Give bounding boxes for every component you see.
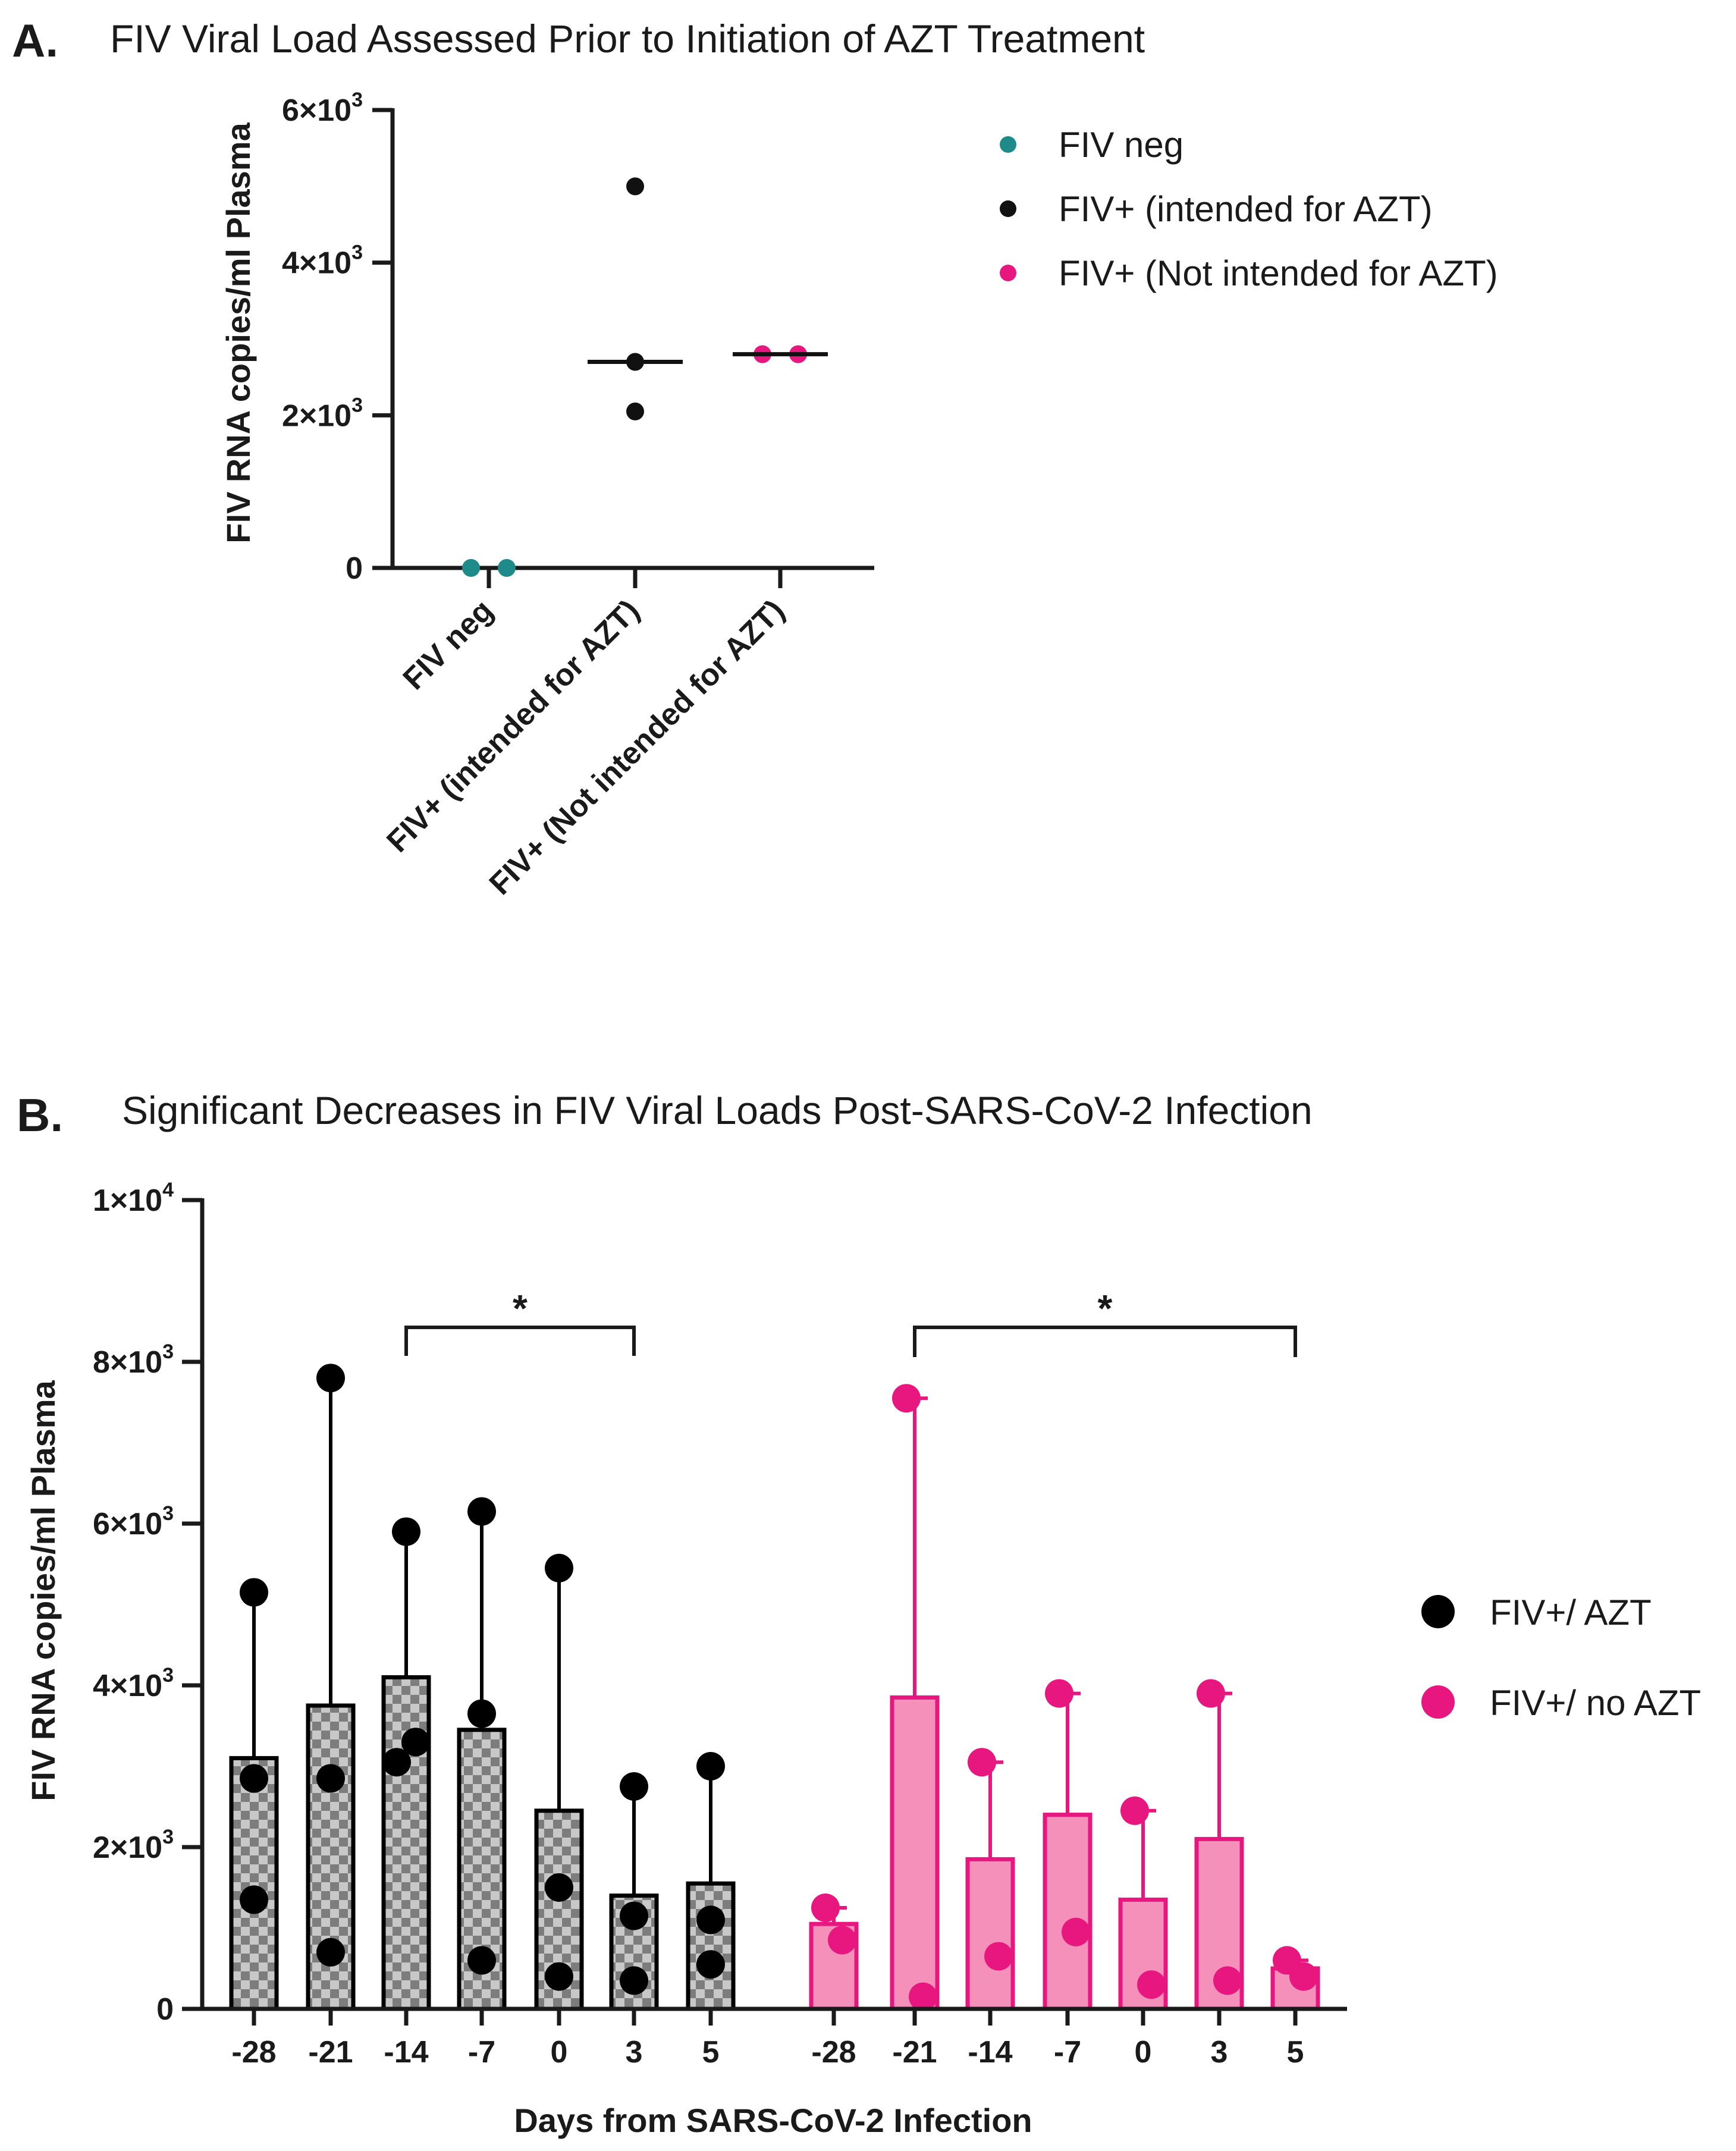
- panel-b-data-point: [909, 1982, 937, 2011]
- panel-a-data-point: [498, 559, 516, 577]
- panel-b-data-point: [240, 1764, 268, 1793]
- panel-a-y-axis-title: FIV RNA copies/ml Plasma: [219, 122, 257, 543]
- panel-b-significance-bracket: [404, 1326, 636, 1356]
- panel-a-legend-label: FIV+ (intended for AZT): [1059, 189, 1433, 229]
- panel-b-data-point: [545, 1873, 573, 1902]
- panel-b-x-tick-label: 0: [551, 2035, 568, 2070]
- panel-b-x-tick-label: -21: [892, 2035, 937, 2070]
- panel-b-significance-mark: *: [1098, 1287, 1113, 1330]
- panel-b-data-point: [1197, 1679, 1225, 1708]
- panel-b-data-point: [968, 1748, 996, 1777]
- panel-b-bar: [965, 1857, 1015, 2011]
- panel-b-y-tick-label: 4×103: [93, 1664, 174, 1703]
- panel-b-bar: [1043, 1813, 1093, 2011]
- panel-b-title: Significant Decreases in FIV Viral Loads…: [122, 1088, 1313, 1132]
- panel-a-x-tick-label: FIV+ (Not intended for AZT): [483, 593, 792, 902]
- panel-a-x-tick-label: FIV neg: [397, 593, 500, 696]
- panel-b-x-tick-label: -7: [468, 2035, 495, 2070]
- panel-b-data-point: [401, 1728, 430, 1757]
- panel-b-x-tick-label: 3: [626, 2035, 643, 2070]
- panel-a-data-point: [626, 402, 644, 420]
- panel-b-x-tick-label: 0: [1135, 2035, 1152, 2070]
- panel-a-y-tick-label: 2×103: [282, 394, 363, 433]
- panel-a-legend-label: FIV+ (Not intended for AZT): [1059, 253, 1498, 293]
- panel-a-data-point: [626, 177, 644, 196]
- panel-b-data-point: [892, 1384, 921, 1413]
- panel-b-data-point: [696, 1752, 725, 1781]
- panel-b-bar: [229, 1756, 279, 2011]
- panel-b-bar: [890, 1695, 940, 2011]
- panel-b-data-point: [620, 1901, 648, 1930]
- panel-b-data-point: [467, 1946, 496, 1975]
- panel-b-data-point: [1213, 1966, 1242, 1995]
- panel-b-data-point: [1045, 1679, 1073, 1708]
- panel-b-data-point: [1120, 1796, 1149, 1825]
- panel-b-label: B.: [17, 1089, 63, 1141]
- panel-b-data-point: [811, 1893, 840, 1922]
- panel-a-legend-marker: [1000, 200, 1016, 217]
- panel-a-legend: FIV neg FIV+ (intended for AZT) FIV+ (Not …: [1000, 125, 1498, 293]
- panel-b-data-point: [984, 1942, 1013, 1971]
- panel-b-data-point: [545, 1553, 573, 1582]
- panel-b-legend-label: FIV+/ no AZT: [1490, 1683, 1701, 1723]
- panel-b-x-axis-title: Days from SARS-CoV-2 Infection: [514, 2102, 1032, 2139]
- panel-b-x-tick-label: -21: [308, 2035, 353, 2070]
- panel-b-data-point: [392, 1517, 420, 1546]
- panel-a-legend-label: FIV neg: [1059, 125, 1184, 165]
- panel-a-label: A.: [12, 14, 58, 67]
- panel-a-legend-marker: [1000, 136, 1016, 153]
- panel-b-y-tick-label: 0: [156, 1992, 174, 2027]
- panel-b-data-point: [620, 1772, 648, 1801]
- panel-b-x-tick-label: 3: [1211, 2035, 1228, 2070]
- panel-a-y-tick-label: 0: [346, 551, 363, 586]
- panel-a-x-tick-label: FIV+ (intended for AZT): [380, 593, 646, 859]
- panel-b-y-tick-label: 2×103: [93, 1826, 174, 1865]
- panel-b-y-axis-title: FIV RNA copies/ml Plasma: [24, 1380, 62, 1801]
- panel-b-data-point: [467, 1699, 496, 1728]
- panel-b-significance-bracket: [913, 1326, 1297, 1357]
- panel-b-data-point: [828, 1926, 856, 1955]
- panel-b-data-point: [316, 1764, 345, 1793]
- panel-b-y-tick-label: 8×103: [93, 1340, 174, 1380]
- panel-b-data-point: [382, 1748, 411, 1777]
- panel-b-data-point: [696, 1905, 725, 1935]
- panel-b-legend-label: FIV+/ AZT: [1490, 1593, 1652, 1632]
- panel-b-x-tick-label: 5: [1287, 2035, 1304, 2070]
- panel-b-data-point: [696, 1950, 725, 1979]
- panel-b-data-point: [620, 1966, 648, 1995]
- panel-b-data-point: [467, 1497, 496, 1526]
- panel-b-legend: FIV+/ AZT FIV+/ no AZT: [1421, 1593, 1701, 1723]
- panel-b-plot: 0 2×103 4×103 6×103 8×103 1×104 -28 -21 -14 -7 0 3 5…: [93, 1179, 1347, 2070]
- panel-a-y-tick-label: 4×103: [282, 241, 363, 281]
- panel-b-y-tick-label: 6×103: [93, 1502, 174, 1541]
- panel-b-x-tick-label: -7: [1054, 2035, 1081, 2070]
- panel-b-data-point: [545, 1962, 573, 1991]
- panel-b-data-point: [316, 1364, 345, 1393]
- panel-b-x-tick-label: -28: [811, 2035, 856, 2070]
- panel-a-legend-marker: [1000, 265, 1016, 281]
- panel-b-significance-mark: *: [513, 1287, 528, 1330]
- panel-b-x-tick-label: -14: [968, 2035, 1012, 2070]
- panel-b-x-tick-label: -14: [384, 2035, 428, 2070]
- panel-b-data-point: [1062, 1917, 1090, 1946]
- panel-b-bar: [686, 1881, 736, 2011]
- panel-a-y-tick-label: 6×103: [282, 89, 363, 128]
- panel-b-x-tick-label: 5: [702, 2035, 720, 2070]
- panel-b-x-tick-label: -28: [231, 2035, 276, 2070]
- panel-a-data-point: [462, 559, 480, 577]
- panel-b-data-point: [240, 1578, 268, 1607]
- panel-b-bar: [381, 1675, 431, 2011]
- panel-a-title: FIV Viral Load Assessed Prior to Initiat…: [110, 17, 1145, 61]
- panel-b-y-tick-label: 1×104: [93, 1179, 174, 1218]
- panel-b-data-point: [1289, 1962, 1318, 1991]
- panel-b-data-point: [1137, 1970, 1166, 1999]
- panel-b-bar: [457, 1728, 507, 2011]
- panel-b-legend-marker: [1421, 1685, 1455, 1719]
- panel-b-data-point: [240, 1885, 268, 1914]
- panel-b-data-point: [316, 1938, 345, 1967]
- panel-b-legend-marker: [1421, 1595, 1455, 1628]
